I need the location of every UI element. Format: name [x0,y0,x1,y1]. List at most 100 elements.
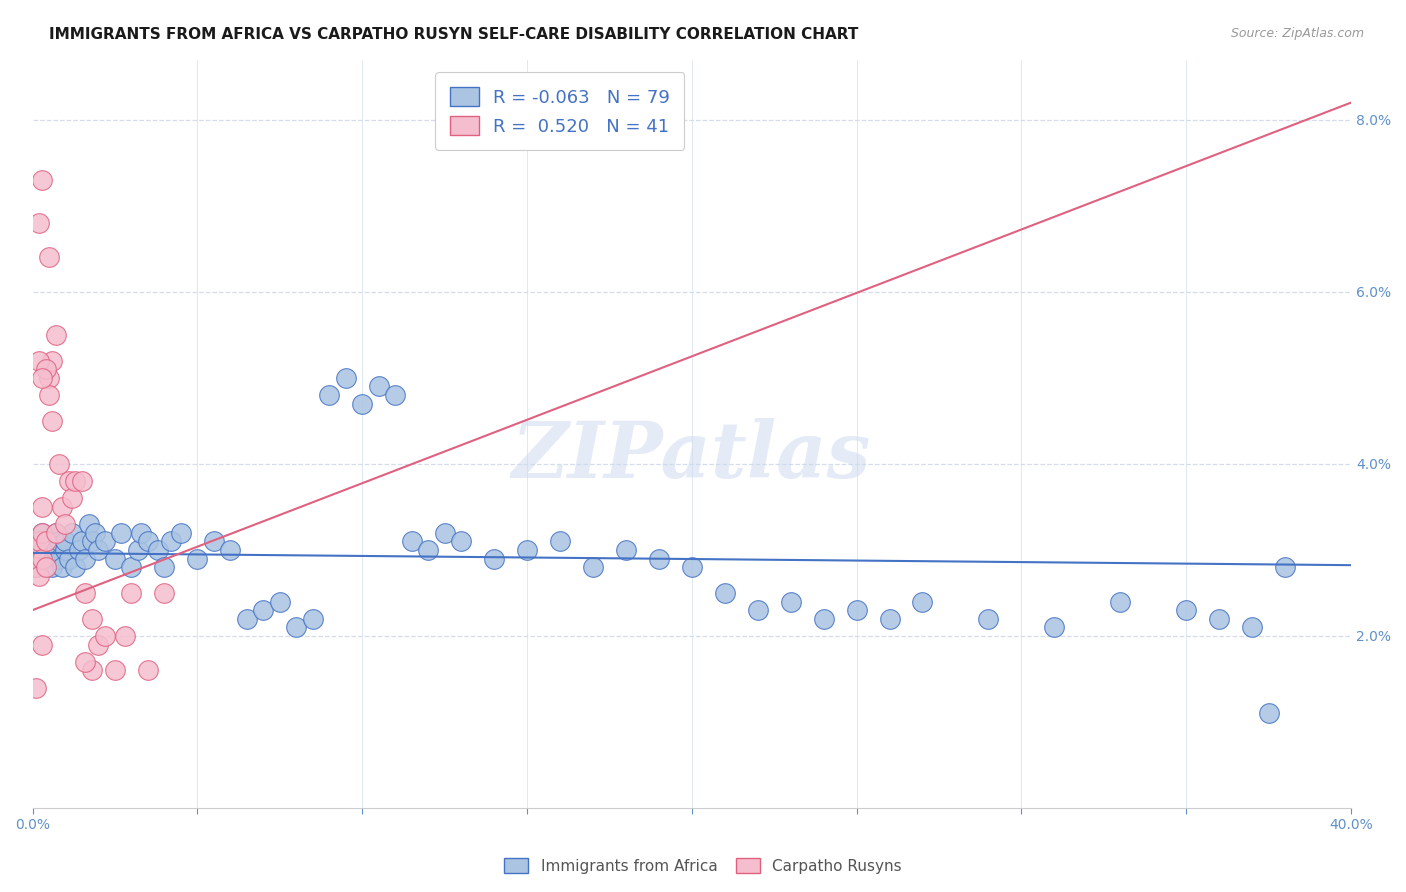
Point [153,586,176,600]
Point [31,551,53,566]
Point [58,474,80,488]
Point [104,551,127,566]
Point [120,560,142,574]
Point [548,534,571,549]
Point [450,534,472,549]
Text: IMMIGRANTS FROM AFRICA VS CARPATHO RUSYN SELF-CARE DISABILITY CORRELATION CHART: IMMIGRANTS FROM AFRICA VS CARPATHO RUSYN… [49,27,859,42]
Point [202,534,225,549]
Point [80,612,103,626]
Point [28,216,51,230]
Point [747,603,769,617]
Point [879,612,901,626]
Point [67,543,90,558]
Legend: R = -0.063   N = 79, R =  0.520   N = 41: R = -0.063 N = 79, R = 0.520 N = 41 [436,72,685,150]
Point [80,664,103,678]
Point [34,560,56,574]
Point [38,251,60,265]
Point [31,638,53,652]
Point [24,681,46,695]
Point [219,543,242,558]
Point [31,173,53,187]
Point [614,543,637,558]
Point [34,362,56,376]
Point [58,551,80,566]
Point [24,543,46,558]
Point [110,525,132,540]
Point [977,612,1000,626]
Point [129,525,152,540]
Point [38,371,60,385]
Point [60,491,83,506]
Point [51,560,73,574]
Point [1257,706,1279,721]
Point [28,568,51,582]
Point [136,534,159,549]
Point [65,560,87,574]
Point [813,612,835,626]
Point [28,534,51,549]
Point [75,551,97,566]
Point [433,525,456,540]
Point [38,543,60,558]
Point [45,543,67,558]
Point [1043,620,1066,634]
Point [681,560,703,574]
Point [77,517,100,532]
Point [70,474,93,488]
Point [416,543,439,558]
Point [1241,620,1264,634]
Point [60,525,83,540]
Point [318,388,340,402]
Point [41,560,63,574]
Point [146,543,169,558]
Point [45,327,67,342]
Point [367,379,389,393]
Text: ZIPatlas: ZIPatlas [512,418,872,494]
Point [48,551,70,566]
Point [482,551,505,566]
Point [31,525,53,540]
Point [269,594,291,608]
Point [55,517,77,532]
Point [104,664,127,678]
Legend: Immigrants from Africa, Carpatho Rusyns: Immigrants from Africa, Carpatho Rusyns [498,852,908,880]
Point [31,543,53,558]
Point [34,534,56,549]
Point [87,638,110,652]
Point [45,525,67,540]
Point [24,543,46,558]
Point [24,560,46,574]
Point [55,543,77,558]
Point [236,612,259,626]
Point [80,534,103,549]
Point [65,474,87,488]
Point [70,534,93,549]
Point [55,534,77,549]
Point [160,534,183,549]
Point [38,551,60,566]
Point [38,388,60,402]
Point [28,353,51,368]
Point [170,525,193,540]
Point [285,620,308,634]
Point [186,551,208,566]
Point [48,534,70,549]
Point [87,543,110,558]
Point [34,560,56,574]
Point [153,560,176,574]
Point [713,586,735,600]
Text: Source: ZipAtlas.com: Source: ZipAtlas.com [1230,27,1364,40]
Point [1175,603,1198,617]
Point [516,543,538,558]
Point [41,534,63,549]
Point [114,629,136,643]
Point [301,612,323,626]
Point [384,388,406,402]
Point [75,655,97,669]
Point [845,603,868,617]
Point [75,586,97,600]
Point [648,551,671,566]
Point [45,525,67,540]
Point [401,534,423,549]
Point [1274,560,1296,574]
